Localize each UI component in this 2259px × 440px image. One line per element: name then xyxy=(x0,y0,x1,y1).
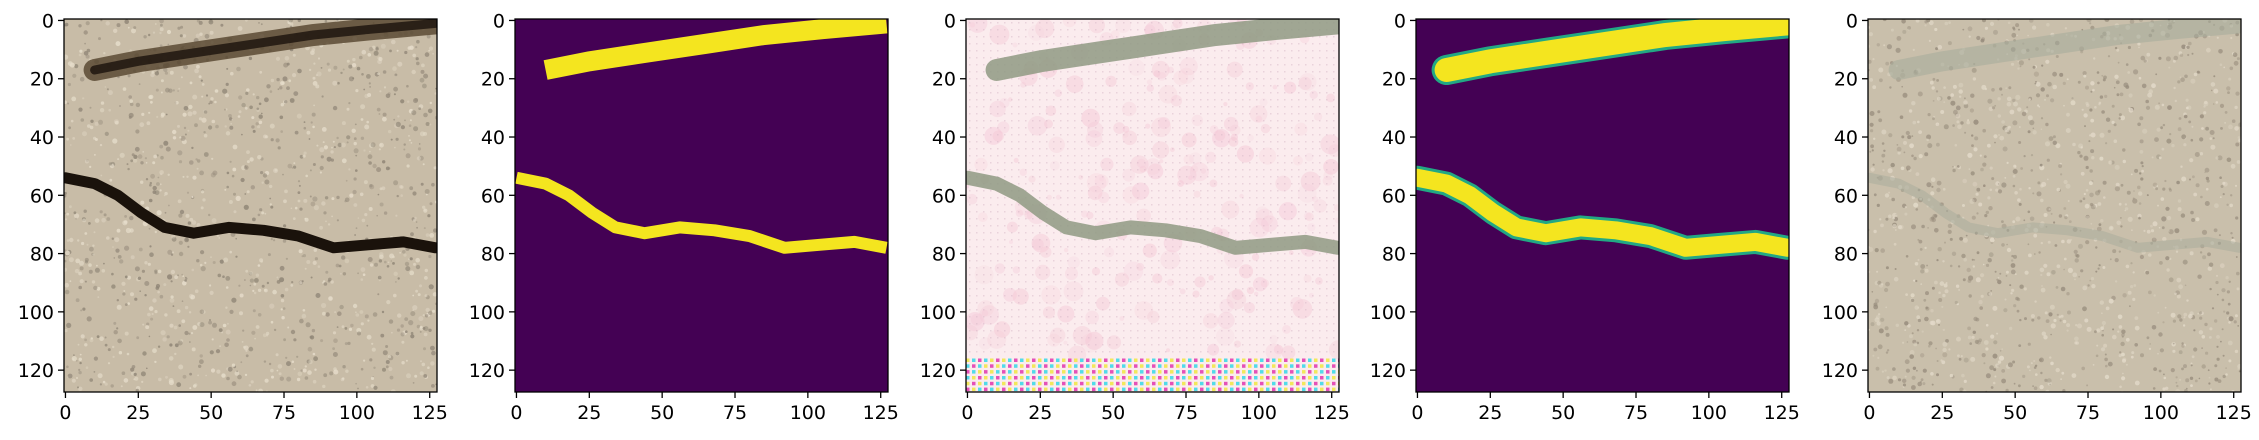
x-tick-label: 75 xyxy=(272,402,296,424)
y-tick-label: 100 xyxy=(1822,302,1858,324)
y-tick-label: 40 xyxy=(481,127,505,149)
x-tick-label: 50 xyxy=(199,402,223,424)
x-tick-label: 25 xyxy=(1028,402,1052,424)
x-tick-label: 125 xyxy=(1314,402,1350,424)
x-tick-label: 25 xyxy=(1930,402,1954,424)
cracked-pavement-photo-panel: 0 25 50 75 100 125 0 20 40 60 80 100 120 xyxy=(18,10,448,424)
x-tick-label: 0 xyxy=(59,402,71,424)
y-tick-label: 20 xyxy=(1382,69,1406,91)
y-tick-label: 100 xyxy=(18,302,54,324)
overlay-photo-image xyxy=(1868,19,2241,392)
y-tick-label: 0 xyxy=(1394,10,1406,32)
x-tick-label: 0 xyxy=(510,402,522,424)
y-tick-label: 60 xyxy=(932,185,956,207)
y-tick-label: 80 xyxy=(1834,244,1858,266)
axes-frame xyxy=(514,18,889,393)
x-tick-label: 25 xyxy=(126,402,150,424)
x-tick-label: 25 xyxy=(1478,402,1502,424)
x-tick-label: 0 xyxy=(1411,402,1423,424)
y-tick-label: 0 xyxy=(493,10,505,32)
y-tick-label: 0 xyxy=(1846,10,1858,32)
x-tick-label: 50 xyxy=(2003,402,2027,424)
y-tick-label: 100 xyxy=(469,302,505,324)
x-tick-label: 75 xyxy=(1174,402,1198,424)
x-tick-label: 0 xyxy=(961,402,973,424)
y-tick-label: 100 xyxy=(1370,302,1406,324)
y-tick-label: 120 xyxy=(920,360,956,382)
y-tick-label: 120 xyxy=(18,360,54,382)
x-tick-label: 125 xyxy=(863,402,899,424)
y-tick-label: 20 xyxy=(932,69,956,91)
x-tick-label: 100 xyxy=(1241,402,1277,424)
ground-truth-mask-panel: 0 25 50 75 100 125 0 20 40 60 80 100 120 xyxy=(469,10,899,424)
x-tick-label: 100 xyxy=(2143,402,2179,424)
y-tick-label: 40 xyxy=(1834,127,1858,149)
cracked-pavement-photo-image xyxy=(64,19,437,392)
overlay-photo-panel: 0 25 50 75 100 125 0 20 40 60 80 100 120 xyxy=(1822,10,2252,424)
y-tick-label: 60 xyxy=(1382,185,1406,207)
x-tick-label: 75 xyxy=(2076,402,2100,424)
x-tick-label: 125 xyxy=(412,402,448,424)
x-tick-label: 75 xyxy=(1624,402,1648,424)
x-tick-label: 100 xyxy=(1691,402,1727,424)
x-tick-label: 100 xyxy=(339,402,375,424)
y-tick-label: 0 xyxy=(944,10,956,32)
y-tick-label: 60 xyxy=(30,185,54,207)
predicted-mask-panel: 0 25 50 75 100 125 0 20 40 60 80 100 120 xyxy=(1370,10,1800,424)
axes-frame xyxy=(63,18,438,393)
reconstruction-artifact-image xyxy=(966,19,1339,392)
y-tick-label: 20 xyxy=(1834,69,1858,91)
y-tick-label: 40 xyxy=(30,127,54,149)
axes-frame xyxy=(965,18,1340,393)
x-tick-label: 50 xyxy=(1551,402,1575,424)
y-tick-label: 0 xyxy=(42,10,54,32)
y-tick-label: 80 xyxy=(1382,244,1406,266)
x-tick-label: 125 xyxy=(2216,402,2252,424)
ground-truth-mask-image xyxy=(515,19,888,392)
y-tick-label: 60 xyxy=(1834,185,1858,207)
x-tick-label: 0 xyxy=(1863,402,1875,424)
y-tick-label: 100 xyxy=(920,302,956,324)
y-tick-label: 80 xyxy=(481,244,505,266)
x-tick-label: 75 xyxy=(723,402,747,424)
x-tick-label: 100 xyxy=(790,402,826,424)
predicted-mask-image xyxy=(1416,19,1789,392)
reconstruction-artifact-panel: 0 25 50 75 100 125 0 20 40 60 80 100 120 xyxy=(920,10,1350,424)
y-tick-label: 80 xyxy=(932,244,956,266)
x-tick-label: 25 xyxy=(577,402,601,424)
axes-frame xyxy=(1415,18,1790,393)
y-tick-label: 20 xyxy=(30,69,54,91)
y-tick-label: 120 xyxy=(1370,360,1406,382)
x-tick-label: 125 xyxy=(1764,402,1800,424)
y-tick-label: 80 xyxy=(30,244,54,266)
x-tick-label: 50 xyxy=(650,402,674,424)
y-tick-label: 40 xyxy=(1382,127,1406,149)
axes-frame xyxy=(1867,18,2242,393)
y-tick-label: 120 xyxy=(469,360,505,382)
x-tick-label: 50 xyxy=(1101,402,1125,424)
y-tick-label: 120 xyxy=(1822,360,1858,382)
y-tick-label: 60 xyxy=(481,185,505,207)
y-tick-label: 20 xyxy=(481,69,505,91)
y-tick-label: 40 xyxy=(932,127,956,149)
